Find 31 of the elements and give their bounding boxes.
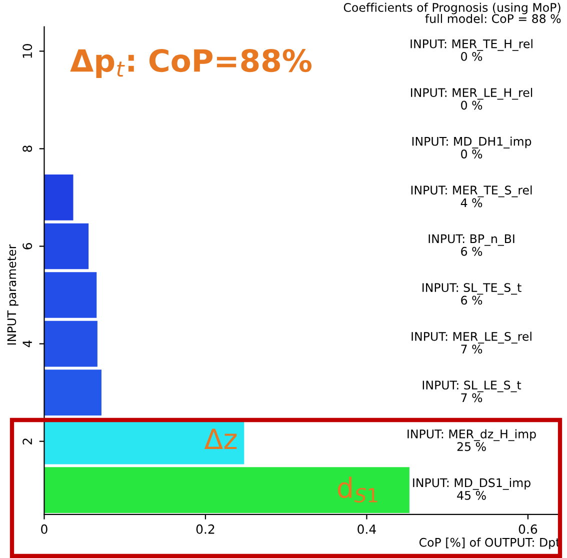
annotation: INPUT: SL_LE_S_t 7 % (422, 380, 522, 402)
chart-subtitle: full model: CoP = 88 % (425, 14, 561, 24)
annotation: INPUT: MD_DH1_imp 0 % (412, 136, 532, 158)
x-tick-label: 0 (41, 524, 48, 534)
bar (44, 370, 102, 416)
annotation: INPUT: MER_dz_H_imp 25 % (408, 429, 536, 452)
annotation: INPUT: MER_TE_S_rel 4 % (411, 185, 532, 208)
y-tick-label: 8 (22, 146, 32, 152)
annotation: Δz (204, 428, 237, 449)
annotation: INPUT: MER_LE_S_rel 7 % (412, 332, 532, 354)
x-tick-label: 0.6 (518, 524, 538, 534)
annotation: INPUT: SL_TE_S_t 6 % (422, 283, 522, 305)
x-tick-label: 0.2 (196, 524, 214, 534)
annotation: INPUT: MER_TE_H_rel 0 % (410, 39, 532, 61)
annotation: d$_{S1}$ (338, 476, 378, 503)
annotation: INPUT: BP_n_BI 6 % (428, 234, 514, 256)
y-tick-label: 2 (22, 438, 32, 444)
y-axis-title: INPUT parameter (7, 244, 18, 345)
y-tick-label: 4 (22, 340, 32, 348)
y-tick-label: 10 (22, 44, 32, 58)
x-tick-label: 0.4 (358, 524, 376, 534)
annotation: INPUT: MD_DS1_imp 45 % (413, 478, 530, 500)
annotation: Δp$_{t}$: CoP=88% (70, 48, 312, 78)
annotation: INPUT: MER_LE_H_rel 0 % (411, 88, 532, 110)
bar (44, 223, 89, 270)
bar (44, 272, 97, 318)
bar (44, 467, 410, 514)
y-tick-label: 6 (22, 243, 32, 250)
chart-title: Coefficients of Prognosis (using MoP) (344, 2, 560, 14)
bar (44, 174, 74, 220)
bar (44, 320, 98, 367)
